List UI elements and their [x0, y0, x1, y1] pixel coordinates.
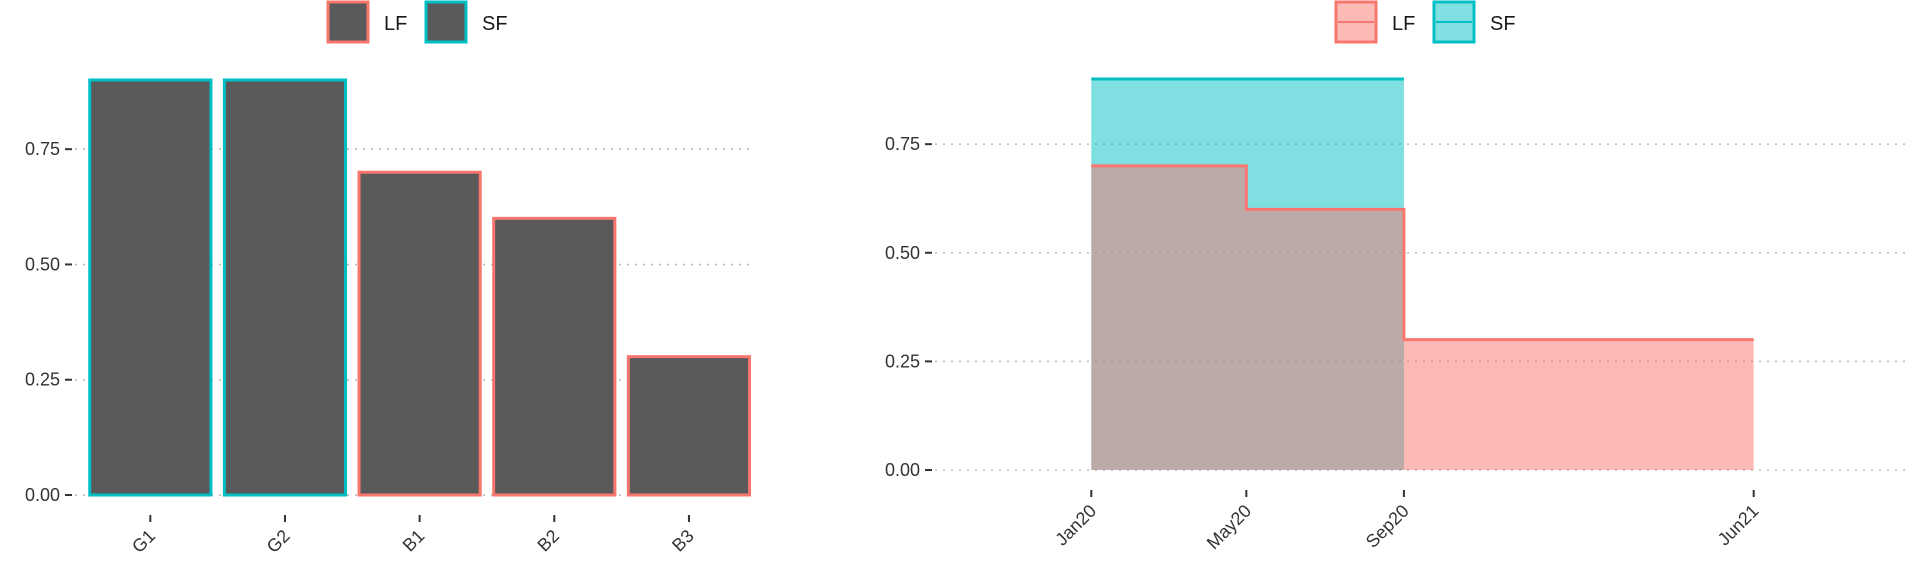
x-tick-label-g1: G1 [128, 526, 159, 557]
legend-key-sf [424, 0, 468, 44]
legend: LF SF [1334, 0, 1516, 44]
y-tick-label: 0.50 [885, 243, 920, 263]
bar-b2 [492, 216, 617, 497]
lf-line [1091, 164, 1754, 342]
bar-b3 [626, 355, 752, 497]
x-tick-label: May20 [1203, 501, 1255, 553]
legend-label-lf: LF [384, 13, 407, 35]
bar-g1 [88, 78, 213, 497]
x-tick-label: Sep20 [1362, 501, 1413, 552]
bar-g2 [222, 78, 348, 497]
legend-label-sf: SF [482, 13, 508, 35]
y-tick-label: 0.00 [25, 485, 60, 505]
y-tick-label: 0.50 [25, 254, 60, 274]
y-tick-label: 0.75 [25, 139, 60, 159]
x-tick-label: Jun21 [1714, 501, 1763, 550]
y-tick-label: 0.25 [25, 370, 60, 390]
legend-label-lf: LF [1392, 13, 1415, 35]
x-tick-label: Jan20 [1051, 501, 1100, 550]
x-tick-label-b2: B2 [533, 526, 563, 556]
step-area-chart: 0.00 0.25 0.50 0.75 Jan20 May20 Sep20 Jun21 LF SF [885, 0, 1910, 553]
legend-label-sf: SF [1490, 13, 1516, 35]
x-tick-label-b3: B3 [668, 526, 698, 556]
y-tick-label: 0.25 [885, 351, 920, 371]
y-tick-label: 0.00 [885, 460, 920, 480]
bar-chart: 0.00 0.25 0.50 0.75 G1 G2 B1 B2 B3 LF SF [25, 0, 755, 557]
y-tick-label: 0.75 [885, 134, 920, 154]
legend: LF SF [326, 0, 508, 44]
legend-key-lf [326, 0, 370, 44]
bar-b1 [357, 170, 482, 497]
x-tick-label-g2: G2 [263, 526, 294, 557]
lf-area [1091, 165, 1754, 470]
x-tick-label-b1: B1 [399, 526, 429, 556]
